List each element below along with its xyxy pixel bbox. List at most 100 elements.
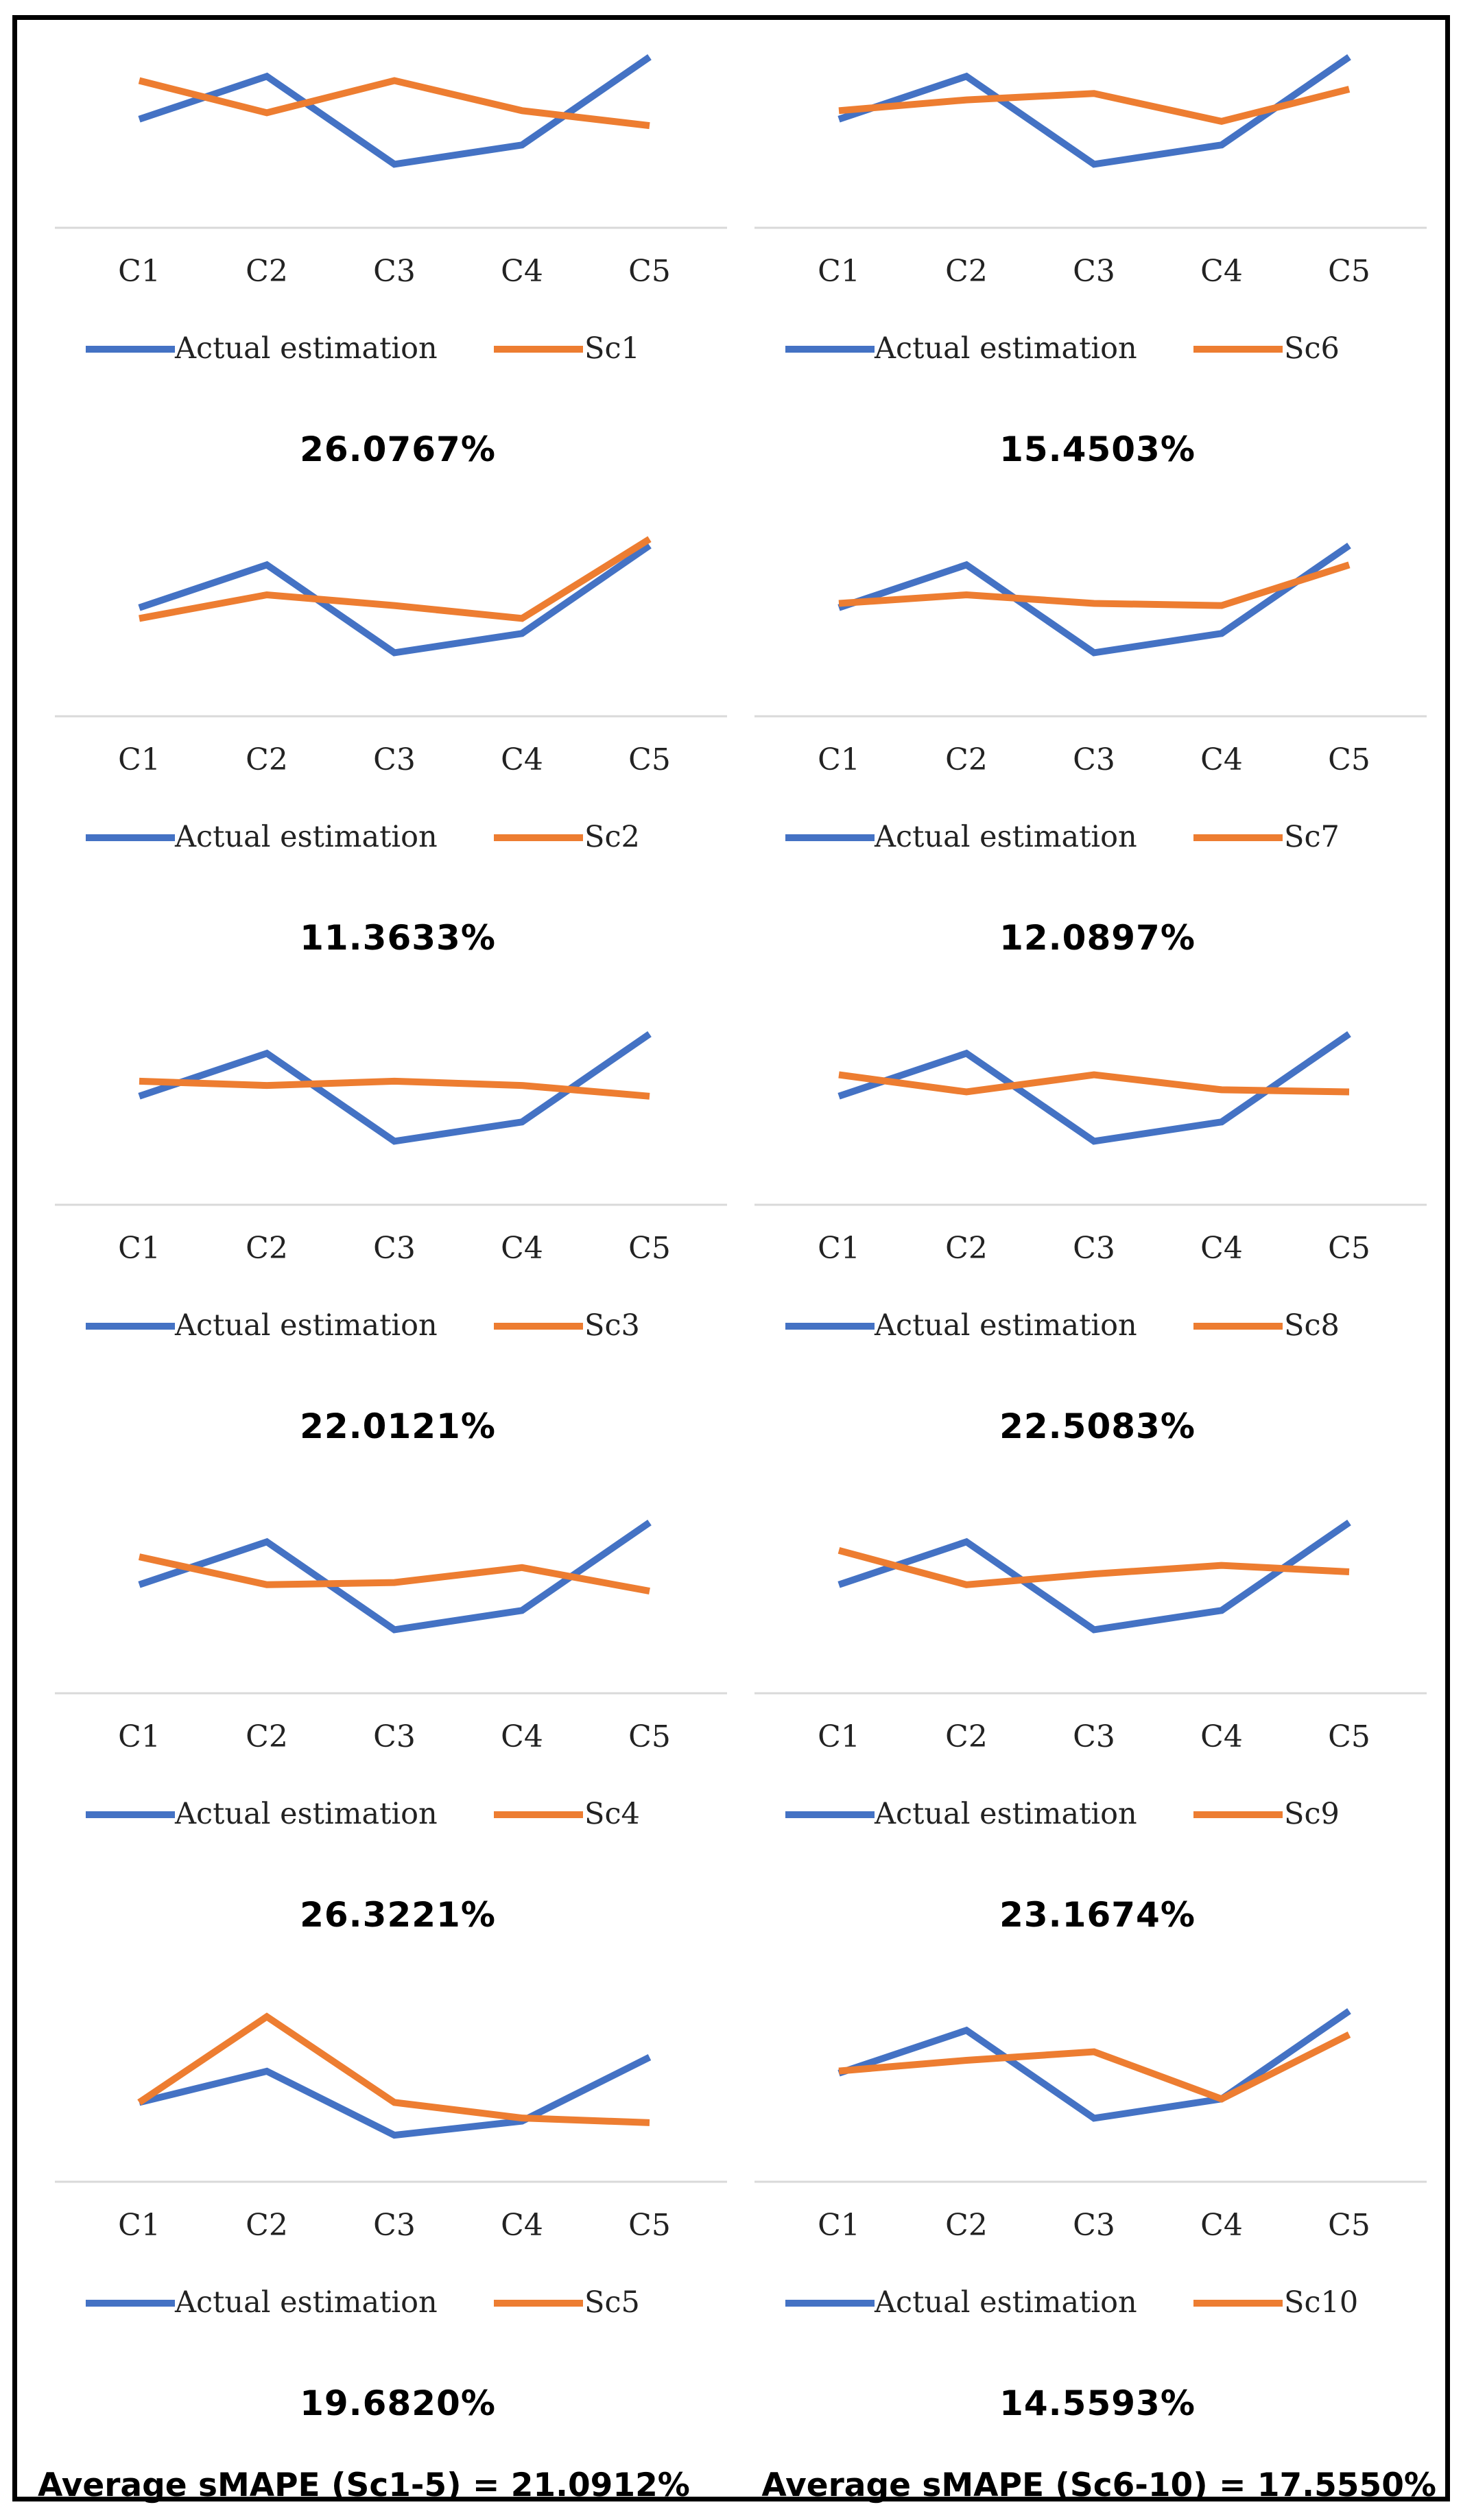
series-line-actual — [837, 2007, 1351, 2122]
chart-panel-3: C1 C2 C3 C4 C5 Actual estimation Sc2 11.3633% — [55, 516, 741, 1010]
series-line-actual — [138, 2054, 652, 2139]
smape-score: 15.4503% — [999, 429, 1196, 469]
series-line-actual — [138, 1519, 652, 1634]
smape-score: 22.0121% — [300, 1406, 496, 1446]
line-chart: C1 C2 C3 C4 C5 Actual estimation Sc2 11.3633% — [55, 536, 727, 958]
legend: Actual estimation Sc9 — [785, 1797, 1340, 1831]
legend-label-scenario: Sc2 — [584, 820, 640, 854]
x-tick-label: C1 — [818, 742, 860, 777]
smape-score: 19.6820% — [300, 2383, 496, 2423]
series-line-sc4 — [138, 1553, 650, 1595]
legend-label-scenario: Sc5 — [584, 2285, 640, 2320]
x-tick-label: C3 — [373, 1231, 416, 1266]
chart-panel-8: C1 C2 C3 C4 C5 Actual estimation Sc9 23.1674% — [754, 1493, 1440, 1987]
chart-panel-4: C1 C2 C3 C4 C5 Actual estimation Sc7 12.0897% — [754, 516, 1440, 1010]
series-line-sc3 — [139, 1077, 650, 1100]
x-tick-label: C4 — [501, 2208, 543, 2243]
legend: Actual estimation Sc8 — [785, 1308, 1340, 1343]
line-chart: C1 C2 C3 C4 C5 Actual estimation Sc9 23.1674% — [754, 1519, 1427, 1935]
legend: Actual estimation Sc3 — [86, 1308, 640, 1343]
line-chart: C1 C2 C3 C4 C5 Actual estimation Sc10 14.5593% — [754, 2007, 1427, 2423]
legend-label-actual: Actual estimation — [874, 1308, 1137, 1343]
chart-panel-9: C1 C2 C3 C4 C5 Actual estimation Sc5 19.6820% — [55, 1981, 741, 2475]
legend-label-scenario: Sc7 — [1284, 820, 1340, 854]
series-line-actual — [138, 1031, 652, 1145]
legend-label-actual: Actual estimation — [874, 820, 1137, 854]
legend-label-scenario: Sc9 — [1284, 1797, 1340, 1831]
legend-label-scenario: Sc3 — [584, 1308, 640, 1343]
series-line-actual — [138, 54, 652, 168]
x-tick-label: C5 — [628, 254, 671, 289]
x-tick-label: C5 — [1328, 2208, 1370, 2243]
average-smape-left: Average sMAPE (Sc1-5) = 21.0912% — [38, 2466, 690, 2504]
x-tick-label: C3 — [1073, 254, 1115, 289]
x-tick-label: C4 — [1200, 2208, 1243, 2243]
x-tick-label: C4 — [1200, 742, 1243, 777]
x-tick-label: C4 — [501, 1231, 543, 1266]
x-tick-label: C1 — [118, 254, 161, 289]
x-tick-label: C5 — [628, 1719, 671, 1754]
x-tick-label: C3 — [1073, 1231, 1115, 1266]
x-tick-label: C5 — [1328, 254, 1370, 289]
chart-panel-2: C1 C2 C3 C4 C5 Actual estimation Sc6 15.4503% — [754, 27, 1440, 521]
series-line-sc1 — [138, 77, 650, 130]
x-tick-label: C1 — [818, 1231, 860, 1266]
legend: Actual estimation Sc2 — [86, 820, 640, 854]
line-chart: C1 C2 C3 C4 C5 Actual estimation Sc1 26.0767% — [55, 54, 727, 469]
legend-label-scenario: Sc8 — [1284, 1308, 1340, 1343]
series-line-sc2 — [139, 536, 652, 622]
x-tick-label: C1 — [118, 742, 161, 777]
series-line-actual — [837, 1519, 1351, 1634]
legend-label-actual: Actual estimation — [174, 2285, 438, 2320]
x-tick-label: C5 — [628, 2208, 671, 2243]
series-line-actual — [837, 54, 1351, 168]
x-tick-label: C5 — [628, 742, 671, 777]
smape-score: 12.0897% — [999, 918, 1196, 958]
x-tick-label: C4 — [1200, 1231, 1243, 1266]
legend-label-actual: Actual estimation — [174, 1308, 438, 1343]
chart-panel-5: C1 C2 C3 C4 C5 Actual estimation Sc3 22.0121% — [55, 1004, 741, 1498]
x-tick-label: C4 — [501, 254, 543, 289]
x-tick-label: C2 — [246, 742, 288, 777]
smape-score: 11.3633% — [300, 918, 496, 958]
legend: Actual estimation Sc10 — [785, 2285, 1358, 2320]
legend: Actual estimation Sc1 — [86, 331, 640, 366]
legend-label-scenario: Sc1 — [584, 331, 640, 366]
legend-label-actual: Actual estimation — [174, 331, 438, 366]
line-chart: C1 C2 C3 C4 C5 Actual estimation Sc8 22.5083% — [754, 1031, 1427, 1446]
x-tick-label: C5 — [1328, 1231, 1370, 1266]
average-smape-right: Average sMAPE (Sc6-10) = 17.5550% — [761, 2466, 1436, 2504]
legend-label-actual: Actual estimation — [174, 820, 438, 854]
line-chart: C1 C2 C3 C4 C5 Actual estimation Sc3 22.0121% — [55, 1031, 727, 1446]
series-line-actual — [138, 542, 652, 657]
smape-score: 14.5593% — [999, 2383, 1196, 2423]
footer: Average sMAPE (Sc1-5) = 21.0912% Average… — [0, 2466, 1474, 2508]
x-tick-label: C2 — [945, 1231, 988, 1266]
x-tick-label: C3 — [373, 254, 416, 289]
legend: Actual estimation Sc7 — [785, 820, 1340, 854]
x-tick-label: C3 — [373, 1719, 416, 1754]
legend: Actual estimation Sc6 — [785, 331, 1340, 366]
x-tick-label: C4 — [501, 742, 543, 777]
legend: Actual estimation Sc5 — [86, 2285, 640, 2320]
legend-label-scenario: Sc6 — [1284, 331, 1340, 366]
line-chart: C1 C2 C3 C4 C5 Actual estimation Sc4 26.3221% — [55, 1519, 727, 1935]
smape-score: 22.5083% — [999, 1406, 1196, 1446]
legend-label-scenario: Sc4 — [584, 1797, 640, 1831]
series-line-sc8 — [838, 1071, 1350, 1096]
x-tick-label: C2 — [945, 2208, 988, 2243]
x-tick-label: C1 — [818, 1719, 860, 1754]
x-tick-label: C5 — [1328, 742, 1370, 777]
x-tick-label: C2 — [945, 1719, 988, 1754]
x-tick-label: C5 — [1328, 1719, 1370, 1754]
x-tick-label: C2 — [945, 254, 988, 289]
x-tick-label: C2 — [945, 742, 988, 777]
series-line-sc6 — [838, 86, 1351, 126]
x-tick-label: C3 — [1073, 742, 1115, 777]
legend: Actual estimation Sc4 — [86, 1797, 640, 1831]
x-tick-label: C1 — [118, 1719, 161, 1754]
x-tick-label: C2 — [246, 1231, 288, 1266]
x-tick-label: C3 — [373, 2208, 416, 2243]
line-chart: C1 C2 C3 C4 C5 Actual estimation Sc6 15.4503% — [754, 54, 1427, 469]
x-tick-label: C4 — [1200, 254, 1243, 289]
